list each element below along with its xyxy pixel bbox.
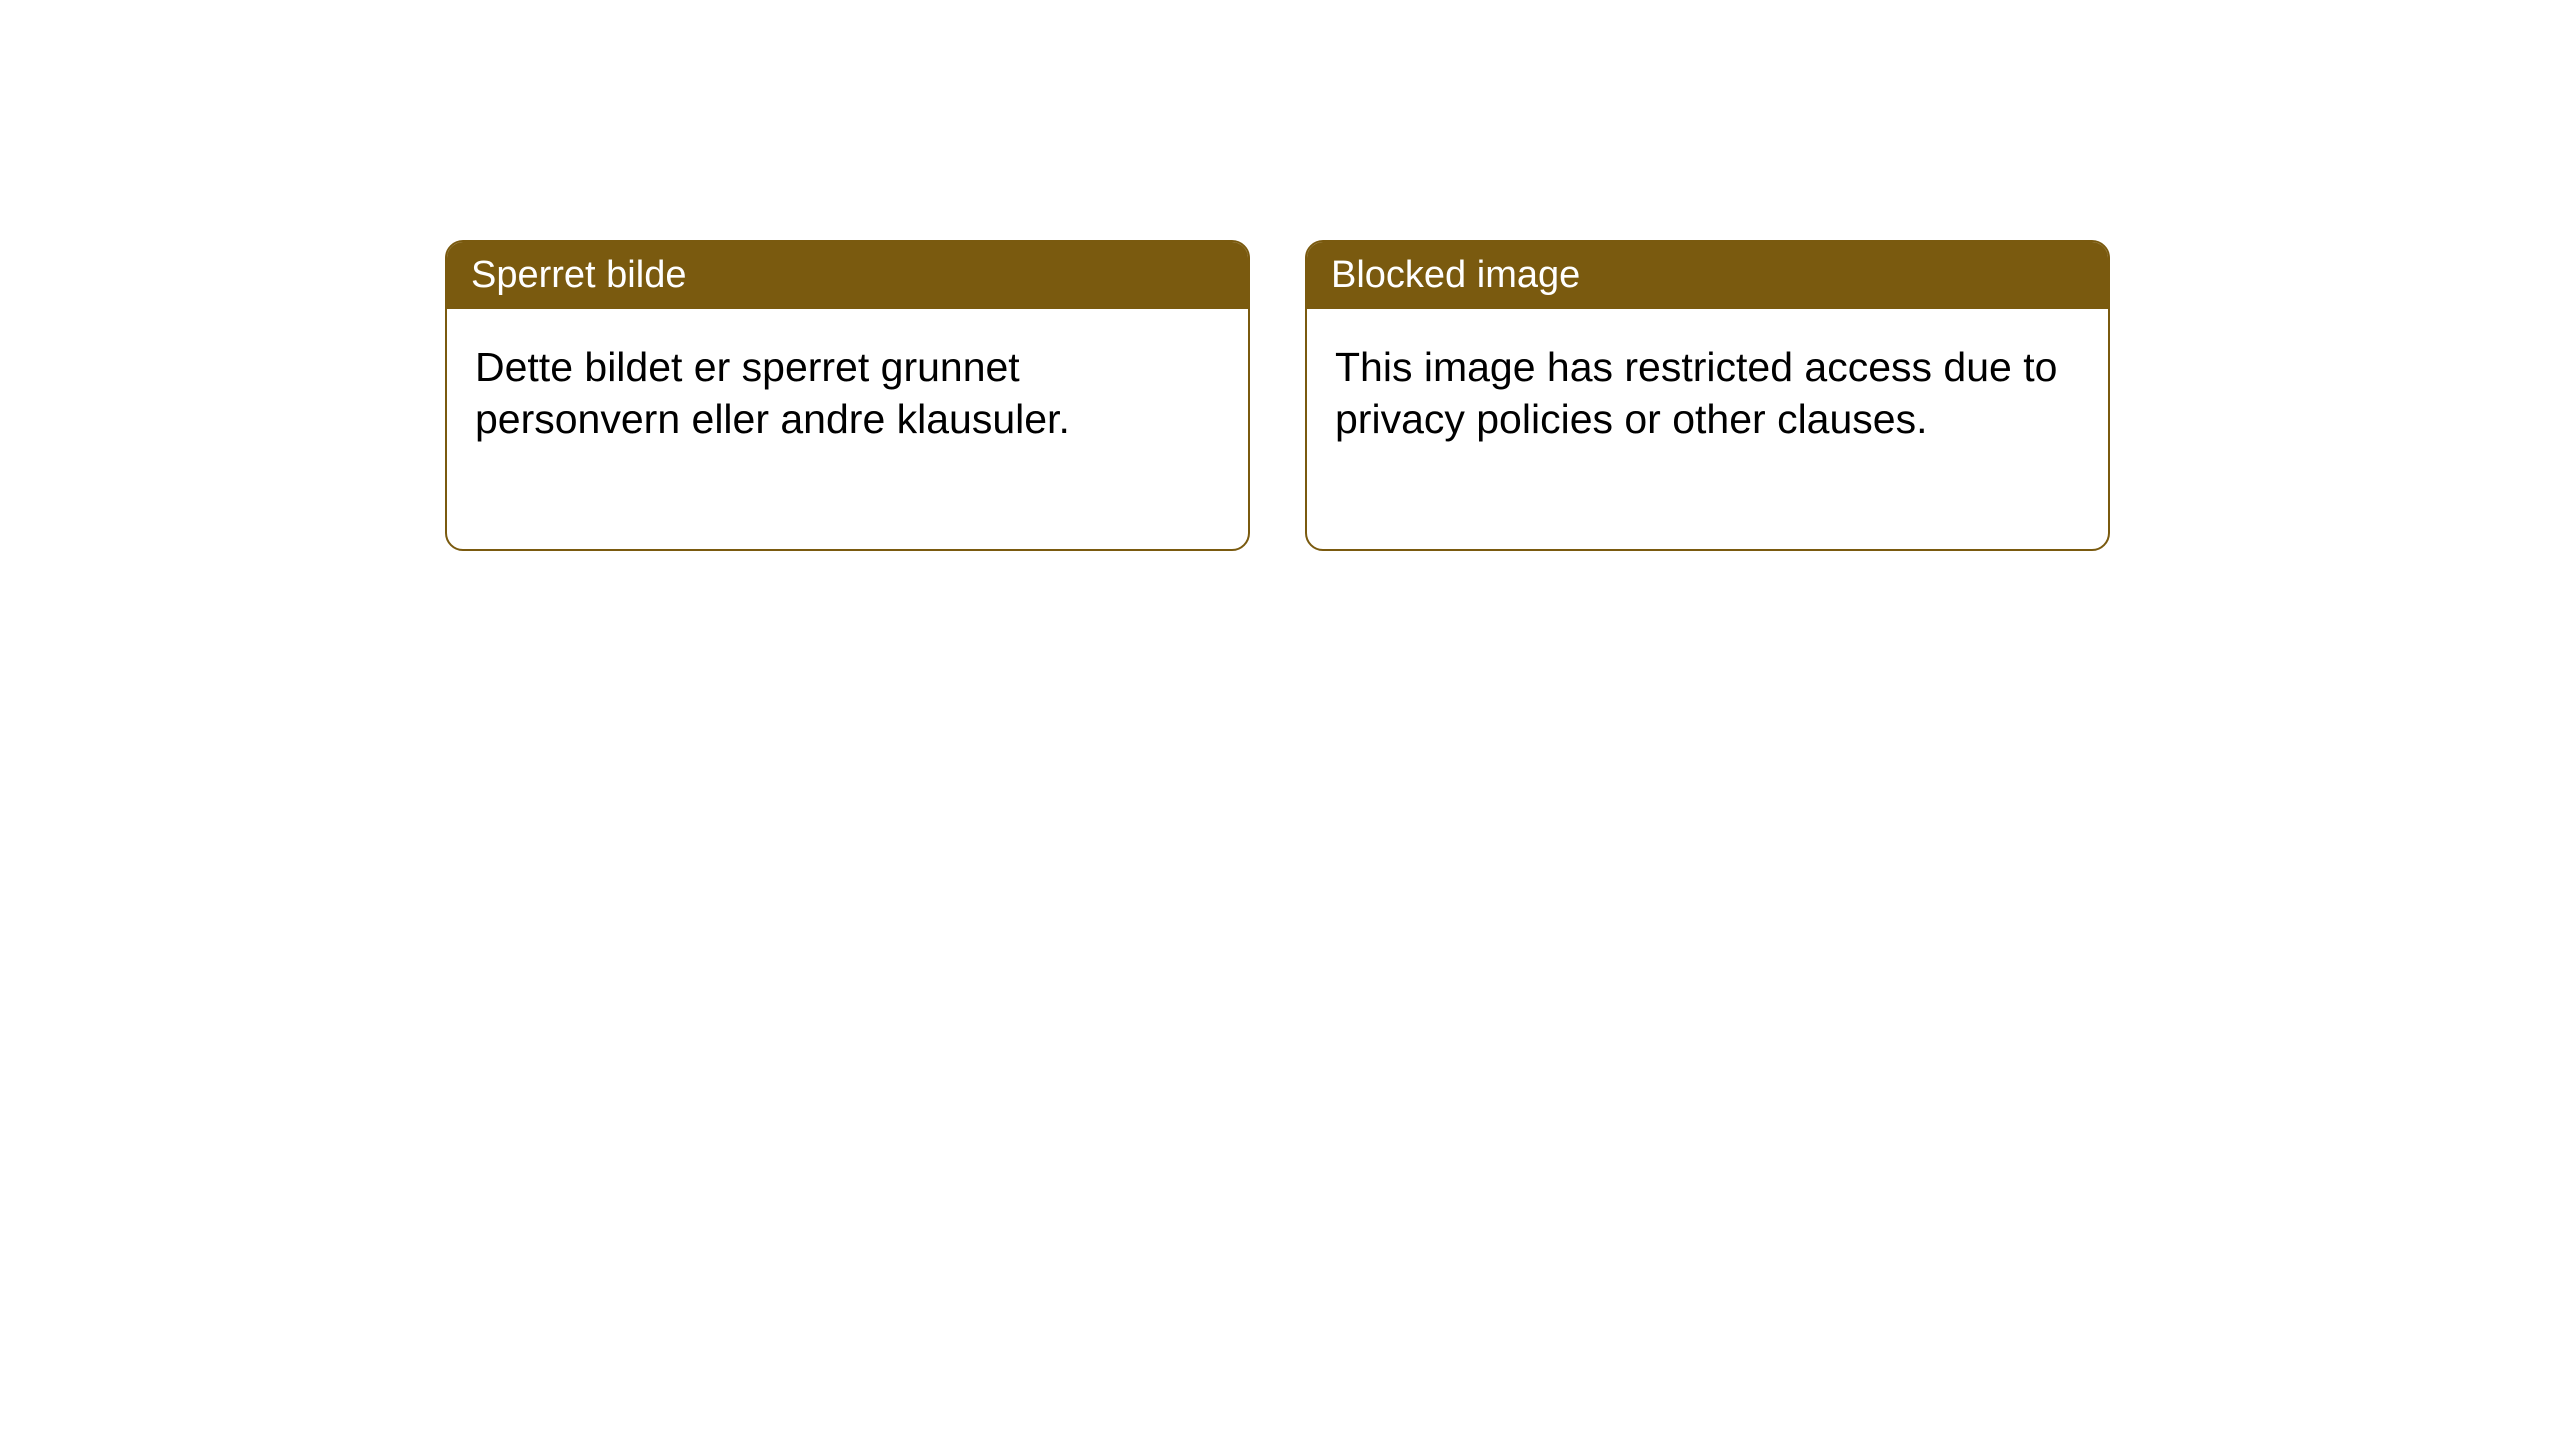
notice-card-no: Sperret bilde Dette bildet er sperret gr… <box>445 240 1250 551</box>
notice-header-en: Blocked image <box>1307 242 2108 309</box>
notice-body-no: Dette bildet er sperret grunnet personve… <box>447 309 1248 549</box>
notice-header-no: Sperret bilde <box>447 242 1248 309</box>
notices-container: Sperret bilde Dette bildet er sperret gr… <box>445 240 2110 551</box>
notice-body-en: This image has restricted access due to … <box>1307 309 2108 549</box>
notice-card-en: Blocked image This image has restricted … <box>1305 240 2110 551</box>
